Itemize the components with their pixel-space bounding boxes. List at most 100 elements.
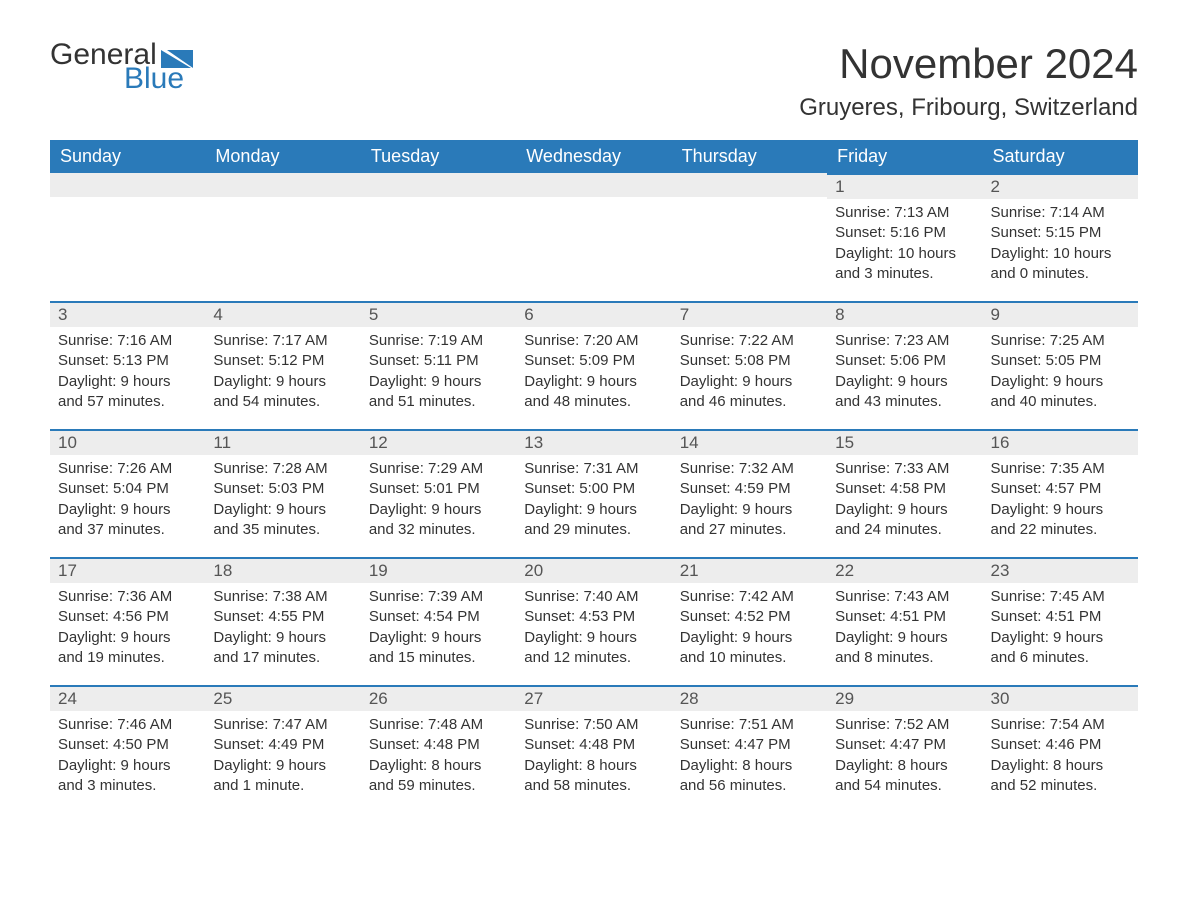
sunrise-text: Sunrise: 7:17 AM — [213, 331, 352, 351]
day-number: 20 — [516, 557, 671, 583]
calendar-cell: 12Sunrise: 7:29 AMSunset: 5:01 PMDayligh… — [361, 429, 516, 557]
sunrise-text: Sunrise: 7:20 AM — [524, 331, 663, 351]
sunset-text: Sunset: 4:57 PM — [991, 479, 1130, 499]
logo-text-blue: Blue — [124, 64, 195, 94]
sunrise-text: Sunrise: 7:26 AM — [58, 459, 197, 479]
sunrise-text: Sunrise: 7:19 AM — [369, 331, 508, 351]
day-details: Sunrise: 7:54 AMSunset: 4:46 PMDaylight:… — [983, 711, 1138, 804]
calendar-table: Sunday Monday Tuesday Wednesday Thursday… — [50, 140, 1138, 813]
day-details: Sunrise: 7:45 AMSunset: 4:51 PMDaylight:… — [983, 583, 1138, 676]
sunrise-text: Sunrise: 7:52 AM — [835, 715, 974, 735]
calendar-row: 17Sunrise: 7:36 AMSunset: 4:56 PMDayligh… — [50, 557, 1138, 685]
sunset-text: Sunset: 5:04 PM — [58, 479, 197, 499]
calendar-cell: 17Sunrise: 7:36 AMSunset: 4:56 PMDayligh… — [50, 557, 205, 685]
daylight-text: Daylight: 9 hours and 8 minutes. — [835, 628, 974, 669]
daylight-text: Daylight: 9 hours and 1 minute. — [213, 756, 352, 797]
day-number: 21 — [672, 557, 827, 583]
day-number: 10 — [50, 429, 205, 455]
daylight-text: Daylight: 9 hours and 32 minutes. — [369, 500, 508, 541]
calendar-row: 3Sunrise: 7:16 AMSunset: 5:13 PMDaylight… — [50, 301, 1138, 429]
daylight-text: Daylight: 9 hours and 19 minutes. — [58, 628, 197, 669]
day-details: Sunrise: 7:52 AMSunset: 4:47 PMDaylight:… — [827, 711, 982, 804]
daylight-text: Daylight: 9 hours and 17 minutes. — [213, 628, 352, 669]
day-number: 24 — [50, 685, 205, 711]
day-number: 13 — [516, 429, 671, 455]
day-details: Sunrise: 7:43 AMSunset: 4:51 PMDaylight:… — [827, 583, 982, 676]
weekday-header: Saturday — [983, 140, 1138, 173]
sunset-text: Sunset: 4:47 PM — [835, 735, 974, 755]
day-details: Sunrise: 7:17 AMSunset: 5:12 PMDaylight:… — [205, 327, 360, 420]
day-details: Sunrise: 7:23 AMSunset: 5:06 PMDaylight:… — [827, 327, 982, 420]
sunset-text: Sunset: 4:59 PM — [680, 479, 819, 499]
calendar-cell: 18Sunrise: 7:38 AMSunset: 4:55 PMDayligh… — [205, 557, 360, 685]
sunset-text: Sunset: 4:52 PM — [680, 607, 819, 627]
day-number: 9 — [983, 301, 1138, 327]
daylight-text: Daylight: 8 hours and 59 minutes. — [369, 756, 508, 797]
day-details — [361, 197, 516, 209]
daylight-text: Daylight: 8 hours and 52 minutes. — [991, 756, 1130, 797]
day-number: 23 — [983, 557, 1138, 583]
day-number — [50, 173, 205, 197]
calendar-row: 10Sunrise: 7:26 AMSunset: 5:04 PMDayligh… — [50, 429, 1138, 557]
sunrise-text: Sunrise: 7:31 AM — [524, 459, 663, 479]
day-details: Sunrise: 7:20 AMSunset: 5:09 PMDaylight:… — [516, 327, 671, 420]
calendar-cell: 19Sunrise: 7:39 AMSunset: 4:54 PMDayligh… — [361, 557, 516, 685]
day-details: Sunrise: 7:13 AMSunset: 5:16 PMDaylight:… — [827, 199, 982, 292]
calendar-cell: 28Sunrise: 7:51 AMSunset: 4:47 PMDayligh… — [672, 685, 827, 813]
calendar-cell: 2Sunrise: 7:14 AMSunset: 5:15 PMDaylight… — [983, 173, 1138, 301]
calendar-cell: 21Sunrise: 7:42 AMSunset: 4:52 PMDayligh… — [672, 557, 827, 685]
sunrise-text: Sunrise: 7:29 AM — [369, 459, 508, 479]
calendar-cell — [361, 173, 516, 301]
sunrise-text: Sunrise: 7:22 AM — [680, 331, 819, 351]
day-details: Sunrise: 7:48 AMSunset: 4:48 PMDaylight:… — [361, 711, 516, 804]
calendar-cell: 25Sunrise: 7:47 AMSunset: 4:49 PMDayligh… — [205, 685, 360, 813]
sunrise-text: Sunrise: 7:42 AM — [680, 587, 819, 607]
calendar-cell — [205, 173, 360, 301]
brand-logo: General Blue — [50, 40, 195, 94]
sunset-text: Sunset: 4:50 PM — [58, 735, 197, 755]
sunrise-text: Sunrise: 7:23 AM — [835, 331, 974, 351]
sunrise-text: Sunrise: 7:28 AM — [213, 459, 352, 479]
sunrise-text: Sunrise: 7:46 AM — [58, 715, 197, 735]
sunset-text: Sunset: 4:54 PM — [369, 607, 508, 627]
sunset-text: Sunset: 5:05 PM — [991, 351, 1130, 371]
calendar-cell: 7Sunrise: 7:22 AMSunset: 5:08 PMDaylight… — [672, 301, 827, 429]
daylight-text: Daylight: 9 hours and 15 minutes. — [369, 628, 508, 669]
day-details: Sunrise: 7:25 AMSunset: 5:05 PMDaylight:… — [983, 327, 1138, 420]
sunset-text: Sunset: 4:56 PM — [58, 607, 197, 627]
sunrise-text: Sunrise: 7:47 AM — [213, 715, 352, 735]
sunrise-text: Sunrise: 7:43 AM — [835, 587, 974, 607]
daylight-text: Daylight: 9 hours and 6 minutes. — [991, 628, 1130, 669]
day-details — [672, 197, 827, 209]
sunrise-text: Sunrise: 7:13 AM — [835, 203, 974, 223]
day-details — [50, 197, 205, 209]
sunset-text: Sunset: 5:08 PM — [680, 351, 819, 371]
sunset-text: Sunset: 5:01 PM — [369, 479, 508, 499]
day-number: 28 — [672, 685, 827, 711]
calendar-cell: 15Sunrise: 7:33 AMSunset: 4:58 PMDayligh… — [827, 429, 982, 557]
sunset-text: Sunset: 5:12 PM — [213, 351, 352, 371]
day-details: Sunrise: 7:26 AMSunset: 5:04 PMDaylight:… — [50, 455, 205, 548]
daylight-text: Daylight: 9 hours and 40 minutes. — [991, 372, 1130, 413]
sunset-text: Sunset: 5:09 PM — [524, 351, 663, 371]
calendar-cell: 6Sunrise: 7:20 AMSunset: 5:09 PMDaylight… — [516, 301, 671, 429]
daylight-text: Daylight: 9 hours and 48 minutes. — [524, 372, 663, 413]
day-details: Sunrise: 7:42 AMSunset: 4:52 PMDaylight:… — [672, 583, 827, 676]
day-number: 4 — [205, 301, 360, 327]
month-title: November 2024 — [799, 40, 1138, 88]
calendar-cell: 1Sunrise: 7:13 AMSunset: 5:16 PMDaylight… — [827, 173, 982, 301]
day-details: Sunrise: 7:38 AMSunset: 4:55 PMDaylight:… — [205, 583, 360, 676]
page-header: General Blue November 2024 Gruyeres, Fri… — [50, 40, 1138, 122]
day-details: Sunrise: 7:16 AMSunset: 5:13 PMDaylight:… — [50, 327, 205, 420]
day-details: Sunrise: 7:14 AMSunset: 5:15 PMDaylight:… — [983, 199, 1138, 292]
sunrise-text: Sunrise: 7:39 AM — [369, 587, 508, 607]
day-details: Sunrise: 7:51 AMSunset: 4:47 PMDaylight:… — [672, 711, 827, 804]
calendar-body: 1Sunrise: 7:13 AMSunset: 5:16 PMDaylight… — [50, 173, 1138, 813]
daylight-text: Daylight: 8 hours and 58 minutes. — [524, 756, 663, 797]
day-number: 2 — [983, 173, 1138, 199]
weekday-header: Sunday — [50, 140, 205, 173]
calendar-cell: 20Sunrise: 7:40 AMSunset: 4:53 PMDayligh… — [516, 557, 671, 685]
daylight-text: Daylight: 10 hours and 0 minutes. — [991, 244, 1130, 285]
day-details: Sunrise: 7:36 AMSunset: 4:56 PMDaylight:… — [50, 583, 205, 676]
weekday-header: Friday — [827, 140, 982, 173]
